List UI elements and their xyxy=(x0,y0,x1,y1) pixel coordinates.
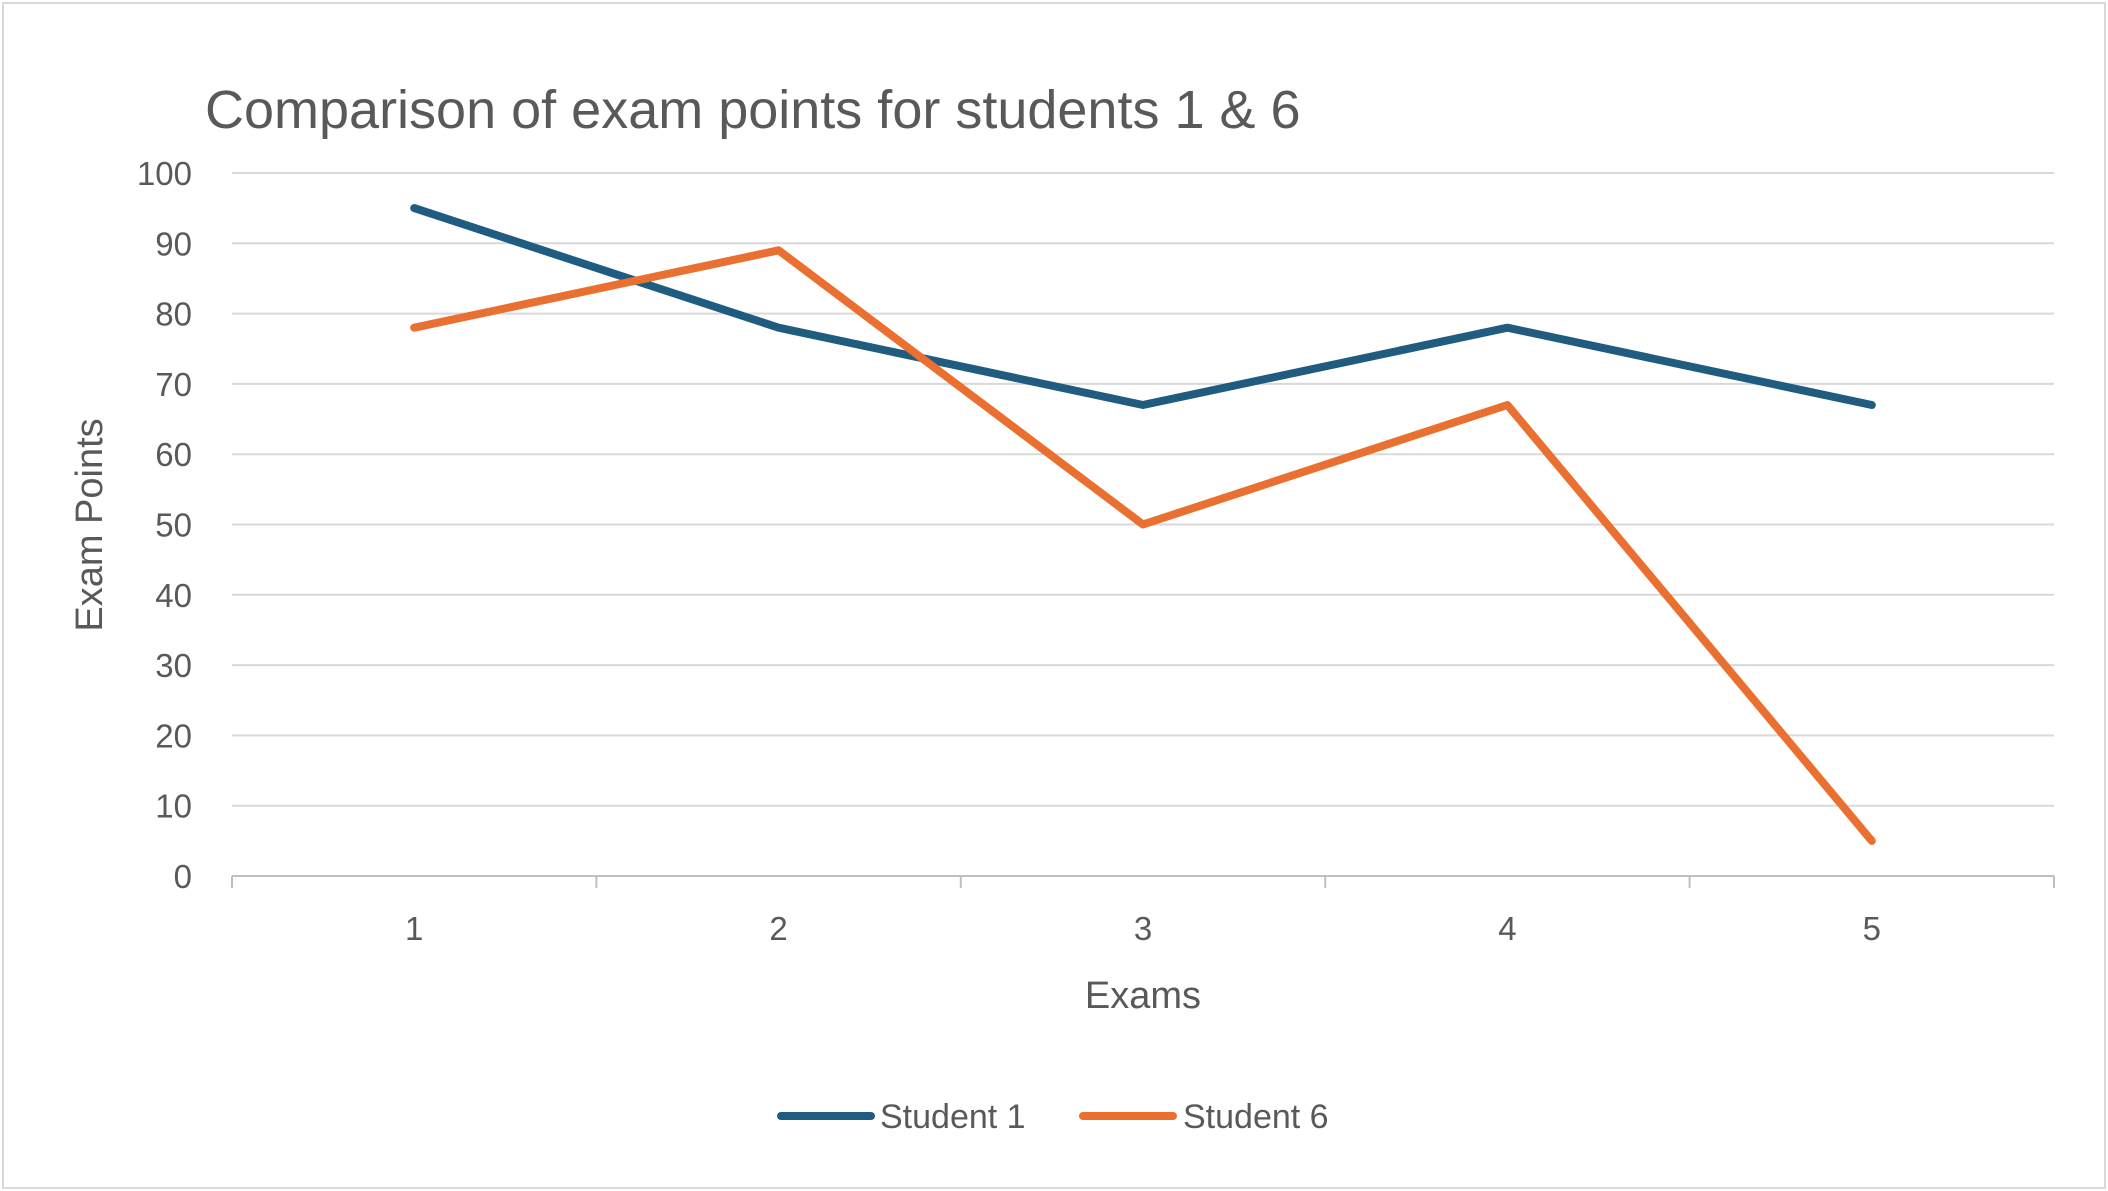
x-tick-label: 5 xyxy=(1863,910,1881,947)
y-tick-label: 20 xyxy=(155,717,192,754)
y-axis-title: Exam Points xyxy=(69,418,111,631)
legend-label: Student 1 xyxy=(880,1098,1026,1136)
legend-label: Student 6 xyxy=(1183,1098,1329,1136)
x-axis: 1 2 3 4 5 xyxy=(231,875,2055,947)
y-tick-label: 90 xyxy=(155,225,192,262)
y-tick-label: 30 xyxy=(155,647,192,684)
chart-title: Comparison of exam points for students 1… xyxy=(205,80,1301,140)
y-tick-label: 60 xyxy=(155,436,192,473)
legend: Student 1 Student 6 xyxy=(777,1098,1329,1136)
y-tick-label: 50 xyxy=(155,507,192,544)
series-line-student-1 xyxy=(410,204,1876,409)
y-tick-label: 70 xyxy=(155,366,192,403)
y-tick-label: 100 xyxy=(137,155,192,192)
y-axis-tick-labels: 0 10 20 30 40 50 60 70 80 90 100 xyxy=(137,155,192,895)
x-tick-label: 4 xyxy=(1498,910,1516,947)
x-axis-title: Exams xyxy=(1085,975,1201,1017)
y-tick-label: 40 xyxy=(155,577,192,614)
gridlines xyxy=(232,172,2054,807)
series-lines xyxy=(410,204,1876,845)
y-tick-label: 0 xyxy=(174,858,192,895)
x-tick-label: 2 xyxy=(769,910,787,947)
y-tick-label: 80 xyxy=(155,296,192,333)
y-tick-label: 10 xyxy=(155,788,192,825)
x-tick-label: 1 xyxy=(405,910,423,947)
x-tick-label: 3 xyxy=(1134,910,1152,947)
series-line-student-6 xyxy=(410,246,1876,845)
